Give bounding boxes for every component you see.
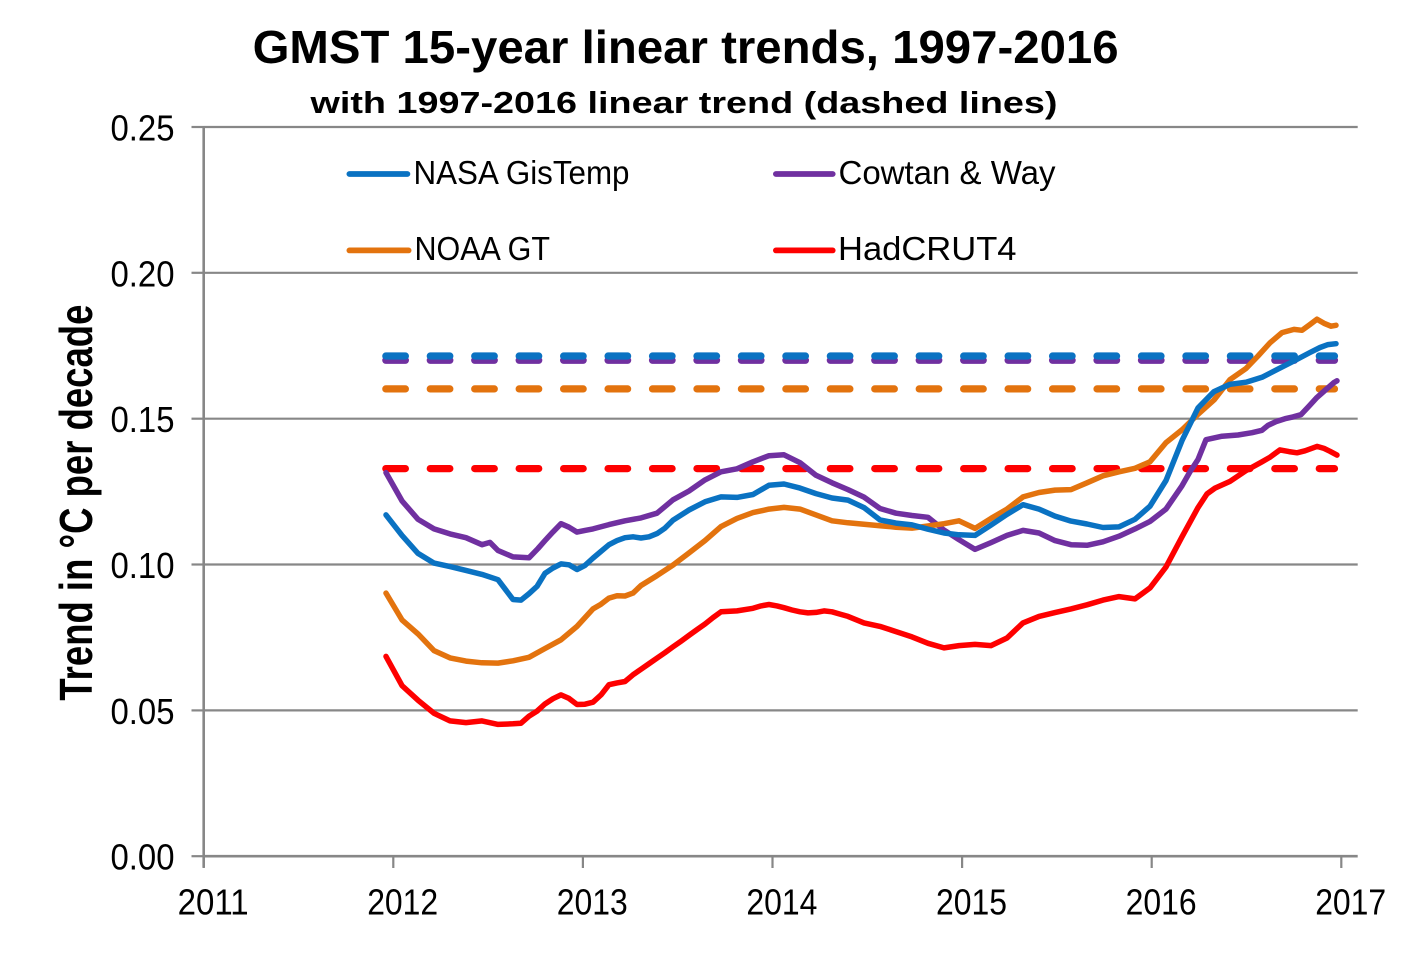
svg-text:NASA GisTemp: NASA GisTemp (414, 154, 630, 191)
svg-text:2013: 2013 (557, 882, 628, 923)
svg-text:GMST 15-year linear trends, 19: GMST 15-year linear trends, 1997-2016 (253, 21, 1119, 73)
svg-text:with 1997-2016 linear trend (d: with 1997-2016 linear trend (dashed line… (309, 85, 1057, 120)
svg-text:0.05: 0.05 (111, 691, 175, 732)
svg-text:0.15: 0.15 (111, 399, 175, 440)
svg-text:0.00: 0.00 (111, 837, 175, 878)
svg-text:Cowtan & Way: Cowtan & Way (839, 154, 1056, 191)
svg-text:NOAA GT: NOAA GT (415, 230, 551, 267)
svg-text:0.25: 0.25 (111, 108, 175, 149)
svg-text:2015: 2015 (936, 882, 1007, 923)
svg-text:2012: 2012 (367, 882, 438, 923)
svg-text:0.10: 0.10 (111, 545, 175, 586)
svg-text:2017: 2017 (1315, 882, 1386, 923)
svg-text:0.20: 0.20 (111, 253, 175, 294)
svg-text:Trend in °C per decade: Trend in °C per decade (50, 305, 102, 701)
svg-text:2011: 2011 (178, 882, 249, 923)
svg-text:2016: 2016 (1126, 882, 1197, 923)
svg-text:2014: 2014 (746, 882, 817, 923)
svg-text:HadCRUT4: HadCRUT4 (838, 230, 1017, 267)
